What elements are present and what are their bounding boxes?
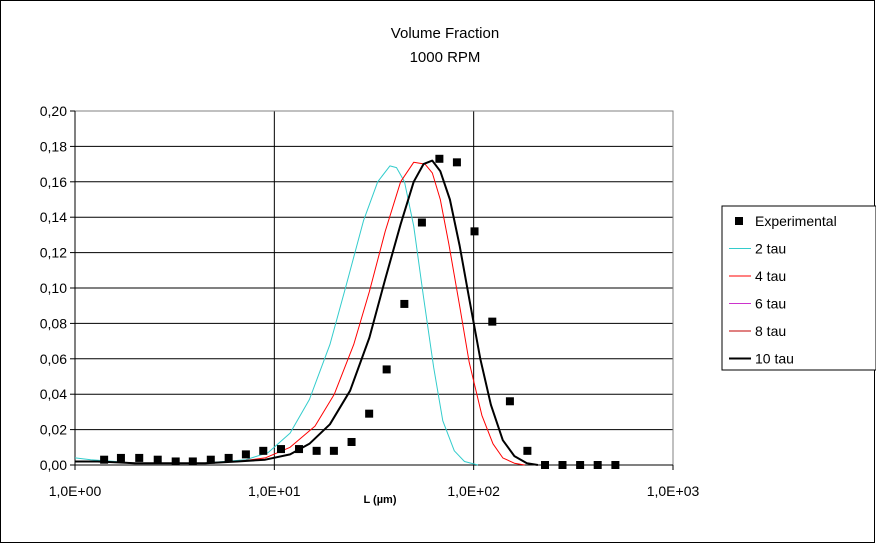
data-point-experimental (382, 365, 391, 374)
x-tick-label: 1,0E+00 (49, 483, 102, 499)
legend-label-4-tau: 4 tau (755, 268, 786, 284)
data-point-experimental (171, 457, 180, 466)
y-tick-label: 0,12 (40, 245, 67, 261)
series-layer (74, 154, 620, 469)
data-point-experimental (470, 227, 479, 236)
gridlines (75, 110, 673, 465)
data-point-experimental (505, 397, 514, 406)
data-point-experimental (593, 461, 602, 469)
y-tick-label: 0,14 (40, 209, 67, 225)
data-point-experimental (435, 154, 444, 163)
data-point-experimental (488, 317, 497, 326)
x-axis-label: L (µm) (363, 494, 396, 506)
y-tick-label: 0,20 (40, 103, 67, 119)
data-point-experimental (295, 445, 304, 454)
legend-label-10-tau: 10 tau (755, 351, 794, 367)
data-point-experimental (153, 455, 162, 464)
y-tick-label: 0,02 (40, 422, 67, 438)
data-point-experimental (365, 409, 374, 418)
legend-label-8-tau: 8 tau (755, 323, 786, 339)
x-tick-label: 1,0E+03 (647, 483, 700, 499)
y-tick-label: 0,16 (40, 174, 67, 190)
data-point-experimental (312, 446, 321, 455)
data-point-experimental (224, 453, 233, 462)
data-point-experimental (100, 455, 109, 464)
series-line-2-tau (74, 165, 479, 466)
data-point-experimental (452, 158, 461, 167)
data-point-experimental (276, 445, 285, 454)
series-line-8-tau (75, 160, 538, 466)
data-point-experimental (188, 457, 197, 466)
series-line-10-tau (75, 159, 539, 466)
data-point-experimental (417, 218, 426, 227)
y-tick-label: 0,08 (40, 315, 67, 331)
series-line-4-tau (75, 161, 525, 466)
data-point-experimental (558, 461, 567, 469)
x-tick-label: 1,0E+02 (447, 483, 500, 499)
data-point-experimental (135, 453, 144, 462)
legend-label-6-tau: 6 tau (755, 296, 786, 312)
legend: Experimental 2 tau 4 tau 6 tau 8 tau 10 tau (721, 205, 876, 371)
y-tick-label: 0,10 (40, 280, 67, 296)
data-point-experimental (259, 446, 268, 455)
data-point-experimental (541, 461, 550, 469)
data-point-experimental (329, 446, 338, 455)
data-point-experimental (400, 299, 409, 308)
data-point-experimental (523, 446, 532, 455)
tick-labels: 0,00 0,02 0,04 0,06 0,08 0,10 0,12 0,14 0,16 0,18… (40, 103, 700, 499)
data-point-experimental (116, 453, 125, 462)
y-tick-label: 0,18 (40, 138, 67, 154)
data-point-experimental (611, 461, 620, 469)
data-point-experimental (206, 455, 215, 464)
legend-box (721, 205, 876, 371)
legend-marker-experimental (735, 217, 743, 225)
data-point-experimental (576, 461, 585, 469)
chart-title: Volume Fraction (391, 25, 499, 42)
legend-label-2-tau: 2 tau (755, 241, 786, 257)
y-tick-label: 0,04 (40, 386, 67, 402)
data-point-experimental (241, 450, 250, 459)
data-point-experimental (347, 437, 356, 446)
chart-subtitle: 1000 RPM (410, 49, 481, 66)
y-tick-label: 0,06 (40, 351, 67, 367)
x-tick-label: 1,0E+01 (248, 483, 301, 499)
legend-label-experimental: Experimental (755, 213, 837, 229)
y-tick-label: 0,00 (40, 457, 67, 473)
series-line-6-tau (75, 160, 538, 466)
